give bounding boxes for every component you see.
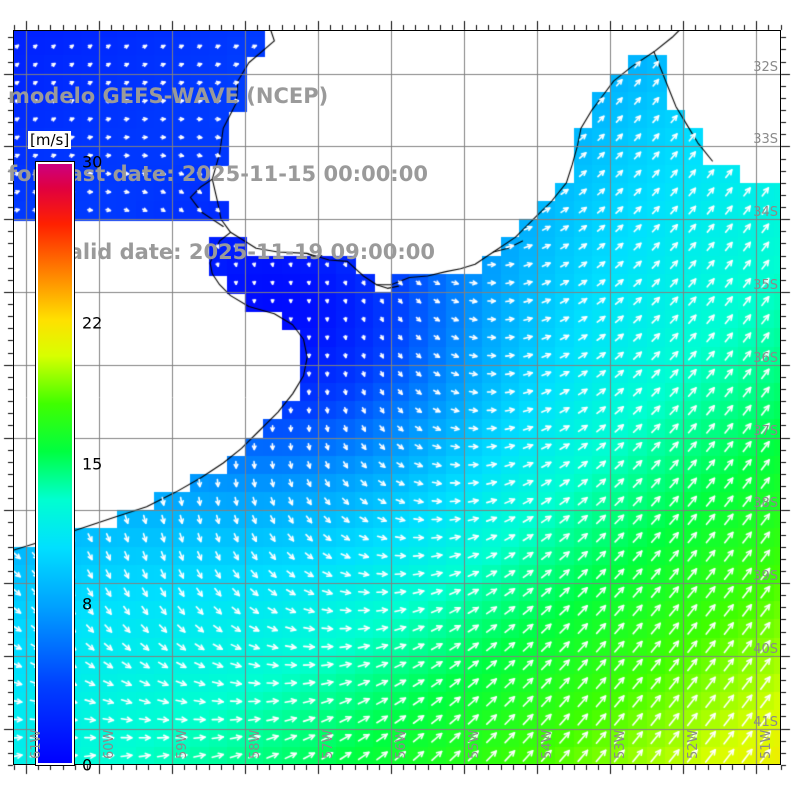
colorbar-unit-label: [m/s] — [28, 131, 72, 149]
lat-label-40S: 40S — [753, 641, 778, 657]
lon-label-55W: 55W — [467, 729, 483, 759]
map-plot-area[interactable] — [13, 30, 781, 765]
lat-label-35S: 35S — [753, 277, 778, 293]
colorbar-gradient — [35, 161, 75, 766]
lat-label-39S: 39S — [753, 569, 778, 585]
lon-label-53W: 53W — [613, 729, 629, 759]
wind-vector-arrows — [13, 30, 781, 765]
lat-label-32S: 32S — [753, 59, 778, 75]
colorbar-tick-22: 22 — [82, 313, 103, 333]
colorbar-tick-15: 15 — [82, 454, 103, 473]
lat-label-36S: 36S — [753, 350, 778, 366]
lon-label-57W: 57W — [321, 729, 337, 759]
lon-label-56W: 56W — [394, 729, 410, 759]
lat-label-33S: 33S — [753, 132, 778, 148]
lat-label-37S: 37S — [753, 423, 778, 439]
lon-label-58W: 58W — [248, 729, 264, 759]
lon-label-61W: 61W — [29, 729, 45, 759]
lon-label-54W: 54W — [540, 729, 556, 759]
lon-label-51W: 51W — [759, 729, 775, 759]
colorbar-tick-8: 8 — [82, 594, 93, 614]
colorbar[interactable] — [35, 161, 75, 766]
lat-label-38S: 38S — [753, 496, 778, 512]
lon-label-60W: 60W — [102, 729, 118, 759]
lat-label-41S: 41S — [753, 714, 778, 730]
lon-label-52W: 52W — [686, 729, 702, 759]
colorbar-tick-0: 0 — [82, 755, 93, 775]
lat-label-34S: 34S — [753, 205, 778, 221]
colorbar-tick-30: 30 — [82, 152, 103, 172]
lon-label-59W: 59W — [175, 729, 191, 759]
